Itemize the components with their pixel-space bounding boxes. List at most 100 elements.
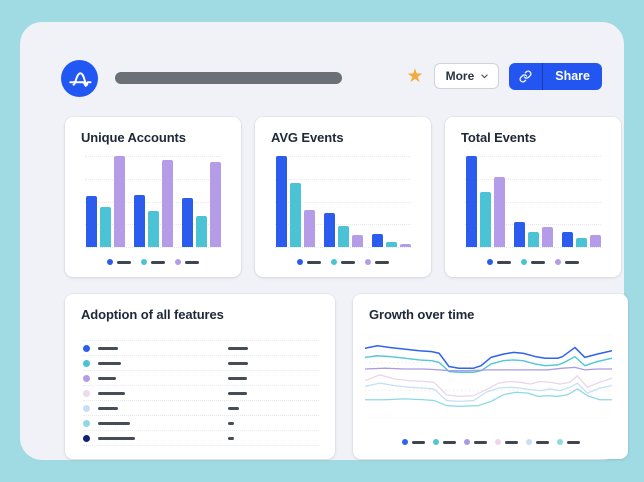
feature-value-line: [228, 361, 248, 365]
legend-item: [487, 259, 511, 265]
legend-dot-icon: [331, 259, 337, 265]
legend-item: [521, 259, 545, 265]
legend-dash: [117, 260, 131, 264]
bar: [289, 183, 301, 247]
bar: [147, 210, 159, 247]
feature-label-line: [98, 361, 121, 365]
line-series-cyan: [365, 389, 612, 406]
legend-item: [463, 439, 487, 445]
feature-value-line: [228, 421, 234, 425]
card-adoption-of-all-features: Adoption of all features: [65, 294, 335, 459]
bar-group: [371, 156, 411, 247]
bar: [113, 156, 125, 247]
feature-dot-icon: [83, 404, 90, 412]
gridline: [275, 224, 411, 226]
bar-groups: [275, 156, 411, 247]
legend-item: [494, 439, 518, 445]
adoption-row: [83, 430, 319, 445]
line-series-pale-pink: [365, 375, 612, 397]
gridline: [465, 224, 601, 226]
bar-groups: [465, 156, 601, 247]
bar-group: [465, 156, 505, 247]
legend-item: [141, 259, 165, 265]
bar: [385, 241, 397, 247]
adoption-row: [83, 355, 319, 370]
legend-item: [555, 259, 579, 265]
feature-dot-icon: [83, 374, 90, 382]
legend-dot-icon: [487, 259, 493, 265]
gridline: [465, 156, 601, 157]
amplitude-logo-glyph: [68, 71, 92, 87]
legend-dash: [375, 260, 389, 264]
dashboard-panel: ★ More Share Unique Accounts AVG Eve: [20, 22, 628, 460]
legend-dash: [151, 260, 165, 264]
chart-legend: [255, 259, 431, 265]
legend-dash: [473, 440, 487, 444]
legend-dot-icon: [365, 259, 371, 265]
chart-legend: [65, 259, 241, 265]
bar: [527, 232, 539, 247]
chart-legend: [445, 259, 621, 265]
bar-chart-plot: [465, 156, 601, 248]
card-unique-accounts: Unique Accounts: [65, 117, 241, 277]
card-title: Total Events: [461, 130, 537, 145]
legend-item: [556, 439, 580, 445]
bar: [351, 235, 363, 247]
header-actions: ★ More Share: [407, 62, 602, 90]
feature-dot-icon: [83, 359, 90, 367]
bar: [161, 159, 173, 247]
bar-group: [561, 156, 601, 247]
adoption-row: [83, 385, 319, 400]
bar: [99, 206, 111, 247]
title-placeholder-bar: [115, 72, 342, 84]
more-button-label: More: [445, 69, 475, 83]
legend-item: [365, 259, 389, 265]
feature-value-line: [228, 406, 239, 410]
legend-item: [525, 439, 549, 445]
chevron-down-icon: [481, 73, 488, 78]
legend-dash: [565, 260, 579, 264]
feature-value-line: [228, 376, 247, 380]
amplitude-logo: [61, 60, 98, 97]
favorite-star-icon[interactable]: ★: [406, 65, 424, 87]
card-avg-events: AVG Events: [255, 117, 431, 277]
legend-dash: [497, 260, 511, 264]
legend-dash: [442, 440, 456, 444]
legend-dash: [531, 260, 545, 264]
share-button[interactable]: Share: [509, 62, 602, 90]
gridline: [465, 247, 601, 248]
legend-item: [432, 439, 456, 445]
bar: [399, 244, 411, 247]
gridline: [275, 156, 411, 157]
adoption-row: [83, 340, 319, 355]
legend-dash: [341, 260, 355, 264]
copy-link-segment[interactable]: [509, 62, 544, 90]
more-button[interactable]: More: [433, 63, 500, 89]
feature-label-line: [98, 376, 116, 380]
legend-dot-icon: [556, 439, 563, 445]
legend-dot-icon: [525, 439, 532, 445]
line-chart-plot: [365, 335, 612, 418]
feature-label-line: [98, 436, 135, 440]
link-icon: [519, 69, 532, 83]
bar-group: [323, 156, 363, 247]
bar-group: [181, 156, 221, 247]
feature-dot-icon: [83, 419, 90, 427]
line-series-purple: [365, 367, 612, 370]
bar: [561, 232, 573, 247]
bar: [371, 234, 383, 247]
bar: [195, 216, 207, 247]
bar-group: [513, 156, 553, 247]
bar: [133, 195, 145, 247]
bar: [541, 226, 553, 247]
adoption-row: [83, 415, 319, 430]
legend-dash: [566, 440, 580, 444]
legend-dash: [504, 440, 518, 444]
bar: [275, 156, 287, 247]
feature-label-line: [98, 391, 125, 395]
gridline: [85, 178, 221, 180]
bar-groups: [85, 156, 221, 247]
card-title: Unique Accounts: [81, 130, 186, 145]
feature-label-line: [98, 421, 130, 425]
chart-legend: [353, 439, 628, 445]
